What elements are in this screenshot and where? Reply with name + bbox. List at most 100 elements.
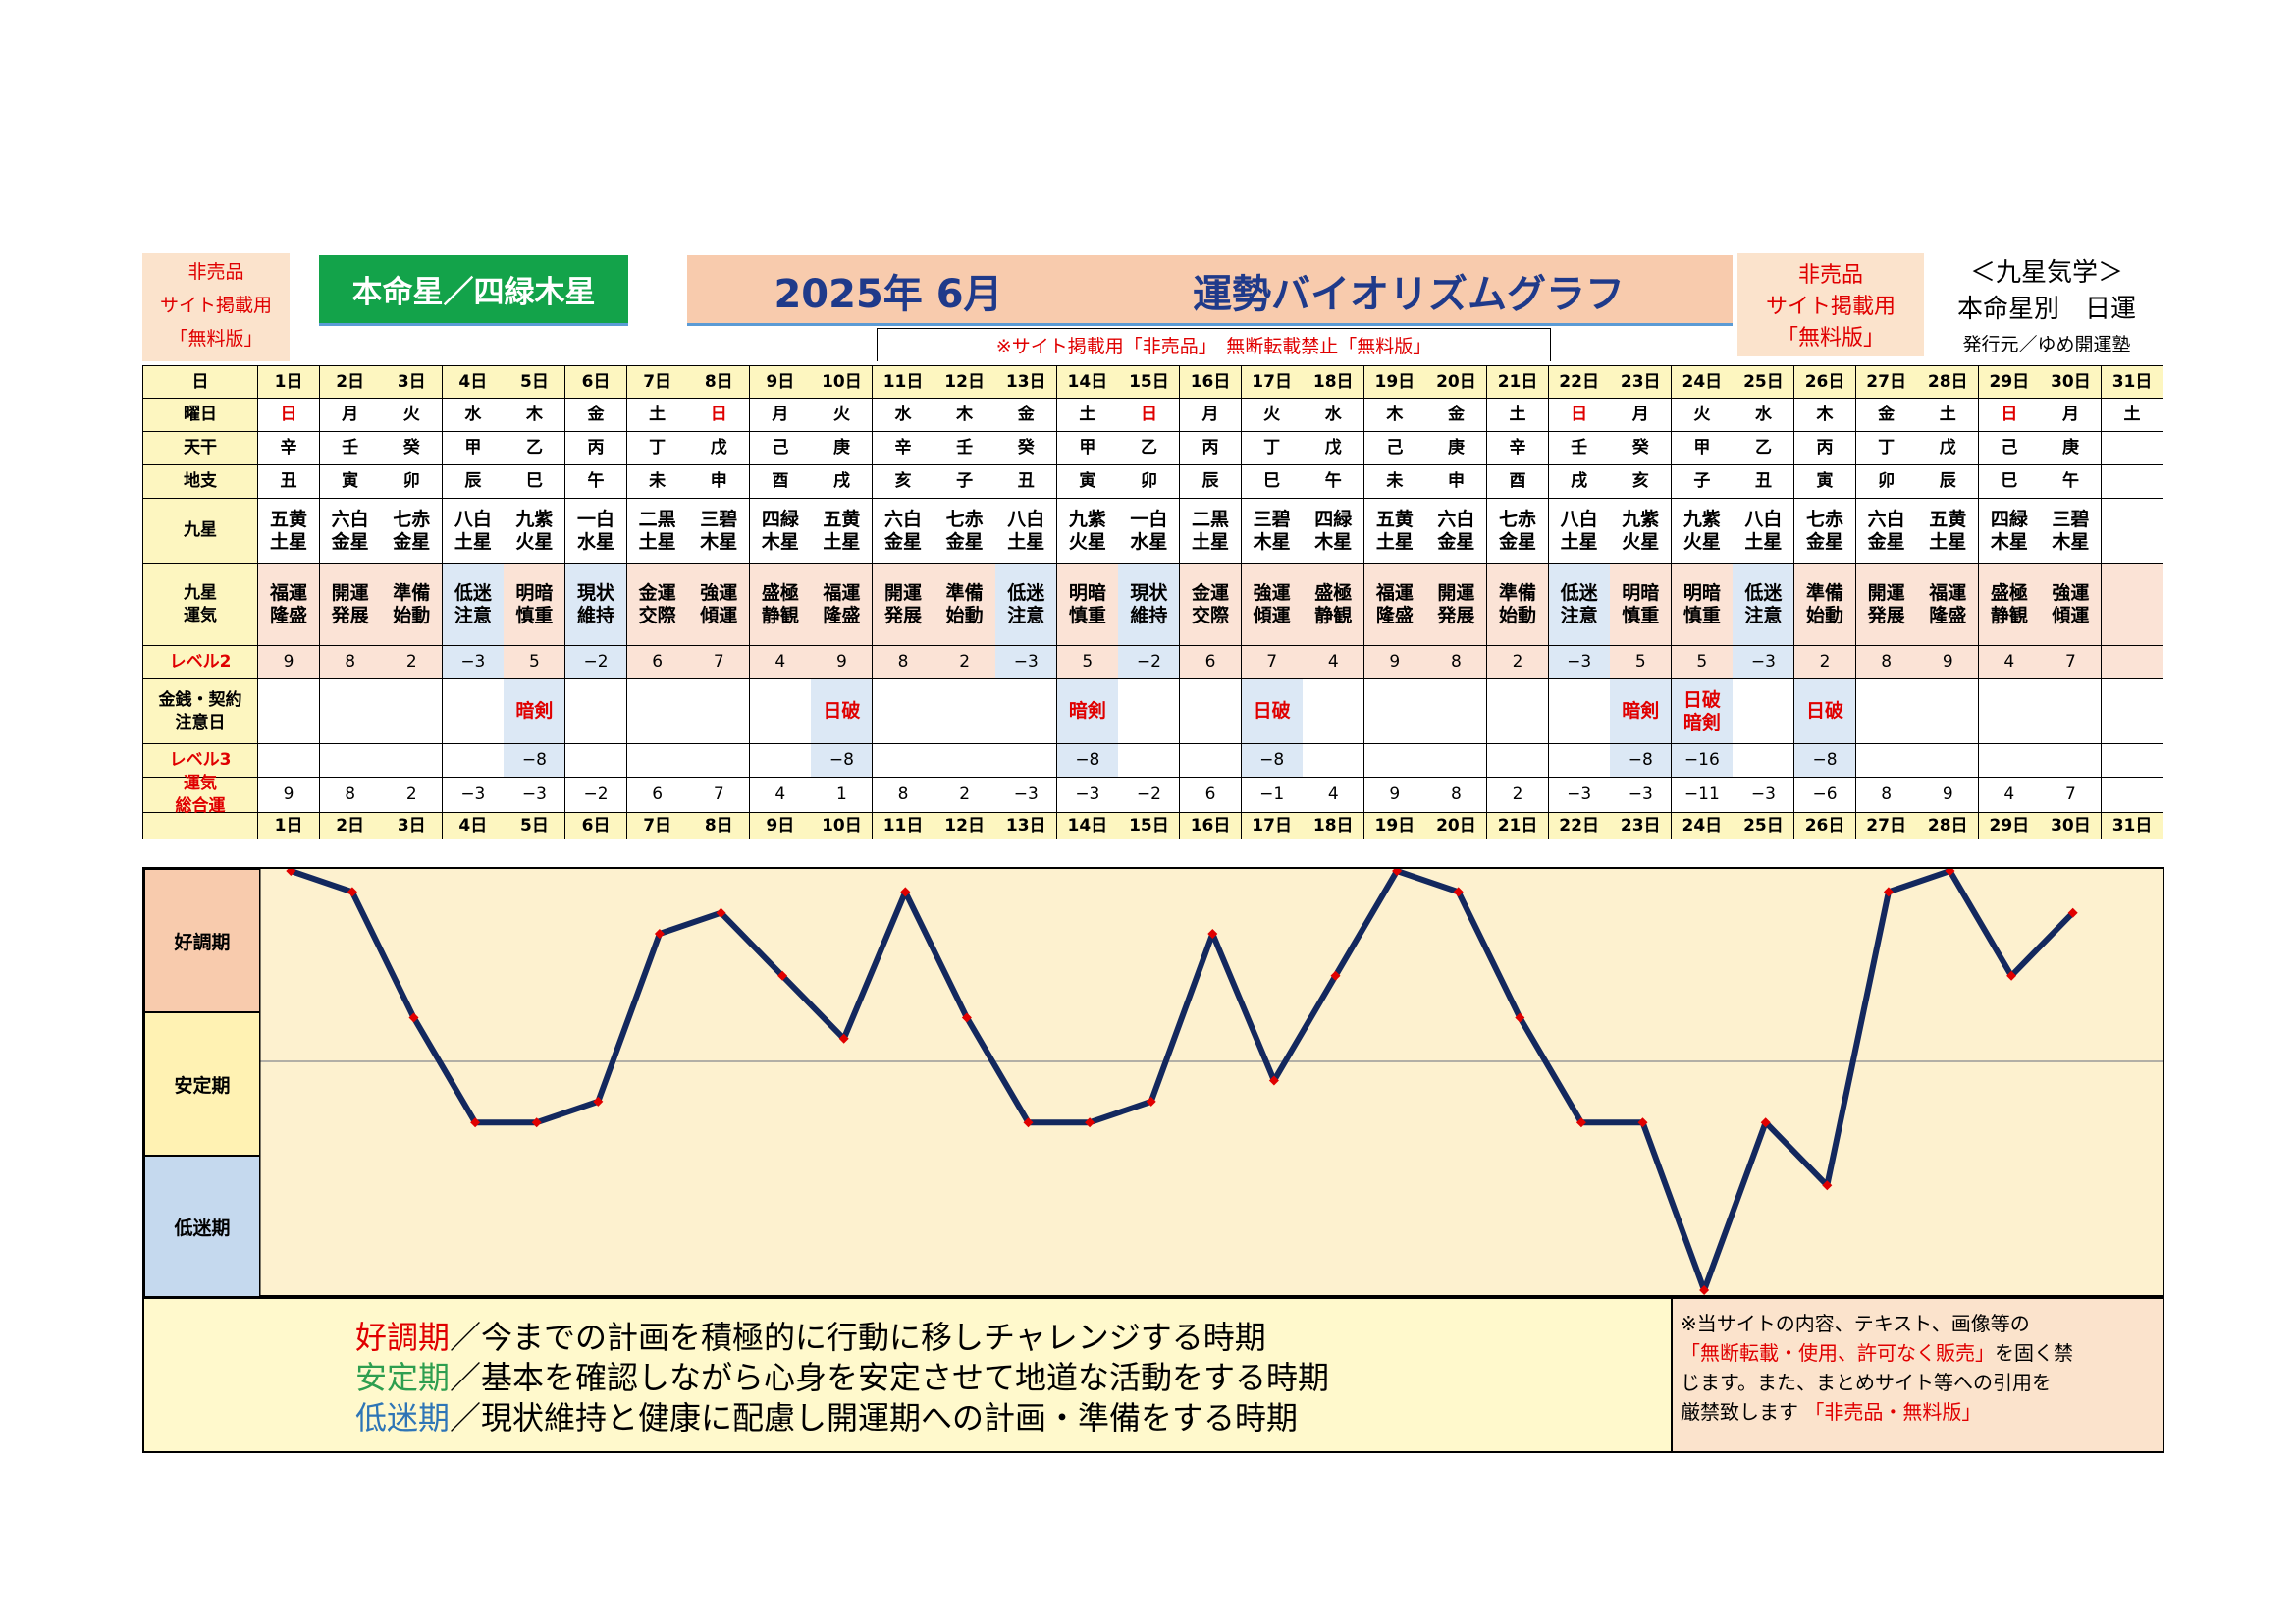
data-point-10日 xyxy=(838,1033,849,1044)
cell-level2-18: 4 xyxy=(1303,646,1365,679)
cell-chishi-7: 未 xyxy=(626,465,689,499)
cell-days-28: 28日 xyxy=(1917,813,1980,839)
cell-tenkan-16: 丙 xyxy=(1180,432,1243,465)
cell-days-19: 19日 xyxy=(1363,365,1426,399)
right-notice-line2: サイト掲載用 xyxy=(1765,295,1896,319)
cell-total-display-6: −2 xyxy=(565,778,628,813)
cell-tenkan-23: 癸 xyxy=(1610,432,1673,465)
cell-chishi-3: 卯 xyxy=(381,465,444,499)
cell-chishi-14: 寅 xyxy=(1056,465,1119,499)
cell-total-display-4: −3 xyxy=(442,778,505,813)
cell-kyusei-17: 三碧 木星 xyxy=(1241,499,1304,564)
data-point-23日 xyxy=(1637,1117,1648,1128)
cell-kyusei-11: 六白 金星 xyxy=(873,499,935,564)
cell-tenkan-7: 丁 xyxy=(626,432,689,465)
cell-tenkan-4: 甲 xyxy=(442,432,505,465)
cell-chishi-1: 丑 xyxy=(258,465,321,499)
disclaimer-line4-black: 厳禁致します xyxy=(1681,1400,1798,1424)
data-point-25日 xyxy=(1760,1117,1771,1128)
cell-kyusei-29: 四緑 木星 xyxy=(1978,499,2041,564)
cell-weekdays-18: 水 xyxy=(1303,399,1365,432)
cell-total-display-14: −3 xyxy=(1056,778,1119,813)
row-label-tenkan: 天干 xyxy=(142,432,258,465)
cell-level3-22 xyxy=(1548,744,1611,778)
cell-total-display-31 xyxy=(2102,778,2164,813)
right-notice-line1: 非売品 xyxy=(1797,263,1863,288)
cell-level3-4 xyxy=(442,744,505,778)
cell-tenkan-6: 丙 xyxy=(565,432,628,465)
cell-kyusei-unki-22: 低迷 注意 xyxy=(1548,564,1611,646)
cell-money-caution-8 xyxy=(688,679,751,744)
cell-weekdays-30: 月 xyxy=(2040,399,2103,432)
cell-kyusei-18: 四緑 木星 xyxy=(1303,499,1365,564)
cell-days-27: 27日 xyxy=(1855,813,1918,839)
cell-tenkan-24: 甲 xyxy=(1671,432,1734,465)
cell-chishi-28: 辰 xyxy=(1917,465,1980,499)
cell-weekdays-17: 火 xyxy=(1241,399,1304,432)
cell-kyusei-unki-21: 準備 始動 xyxy=(1487,564,1550,646)
cell-level3-13 xyxy=(995,744,1058,778)
cell-kyusei-unki-7: 金運 交際 xyxy=(626,564,689,646)
cell-kyusei-unki-4: 低迷 注意 xyxy=(442,564,505,646)
cell-days-26: 26日 xyxy=(1794,365,1857,399)
cell-total-display-7: 6 xyxy=(626,778,689,813)
row-label-money_caution: 金銭・契約 注意日 xyxy=(142,679,258,744)
data-point-27日 xyxy=(1883,887,1894,897)
cell-kyusei-6: 一白 水星 xyxy=(565,499,628,564)
legend-low-text: ／現状維持と健康に配慮し開運期への計画・準備をする時期 xyxy=(450,1399,1299,1436)
cell-level3-1 xyxy=(258,744,321,778)
cell-money-caution-23: 暗剣 xyxy=(1610,679,1673,744)
cell-money-caution-27 xyxy=(1855,679,1918,744)
data-point-11日 xyxy=(900,887,911,897)
cell-total-display-16: 6 xyxy=(1180,778,1243,813)
cell-level2-15: −2 xyxy=(1118,646,1181,679)
cell-level2-4: −3 xyxy=(442,646,505,679)
cell-days-2: 2日 xyxy=(319,813,382,839)
graph-area: 好調期 安定期 低迷期 xyxy=(142,867,2164,1297)
cell-kyusei-2: 六白 金星 xyxy=(319,499,382,564)
cell-money-caution-6 xyxy=(565,679,628,744)
cell-level2-1: 9 xyxy=(258,646,321,679)
cell-kyusei-8: 三碧 木星 xyxy=(688,499,751,564)
data-point-1日 xyxy=(286,869,296,876)
cell-kyusei-7: 二黒 土星 xyxy=(626,499,689,564)
cell-money-caution-18 xyxy=(1303,679,1365,744)
cell-kyusei-27: 六白 金星 xyxy=(1855,499,1918,564)
right-notice-line3: 「無料版」 xyxy=(1776,326,1885,351)
cell-days-23: 23日 xyxy=(1610,365,1673,399)
cell-kyusei-28: 五黄 土星 xyxy=(1917,499,1980,564)
cell-tenkan-28: 戊 xyxy=(1917,432,1980,465)
disclaimer: ※当サイトの内容、テキスト、画像等の 「無断転載・使用、許可なく販売」を固く禁 … xyxy=(1671,1299,2163,1451)
cell-level3-28 xyxy=(1917,744,1980,778)
right-title-2: 本命星別 日運 xyxy=(1956,294,2136,324)
cell-days-13: 13日 xyxy=(995,365,1058,399)
row-label-level2: レベル2 xyxy=(142,646,258,679)
data-point-9日 xyxy=(777,970,788,981)
cell-total-display-15: −2 xyxy=(1118,778,1181,813)
legend-good-text: ／今までの計画を積極的に行動に移しチャレンジする時期 xyxy=(450,1319,1266,1356)
cell-total-display-13: −3 xyxy=(995,778,1058,813)
cell-days-5: 5日 xyxy=(504,813,566,839)
cell-days-17: 17日 xyxy=(1241,813,1304,839)
cell-level2-5: 5 xyxy=(504,646,566,679)
cell-tenkan-11: 辛 xyxy=(873,432,935,465)
cell-total-display-18: 4 xyxy=(1303,778,1365,813)
row-label-total: 運気 総合運 xyxy=(142,774,258,816)
cell-kyusei-22: 八白 土星 xyxy=(1548,499,1611,564)
cell-days-30: 30日 xyxy=(2040,813,2103,839)
cell-days-28: 28日 xyxy=(1917,365,1980,399)
cell-kyusei-10: 五黄 土星 xyxy=(811,499,874,564)
cell-days-7: 7日 xyxy=(626,365,689,399)
data-point-4日 xyxy=(470,1117,481,1128)
right-title-1: ＜九星気学＞ xyxy=(1969,257,2123,288)
cell-days-15: 15日 xyxy=(1118,365,1181,399)
cell-level2-30: 7 xyxy=(2040,646,2103,679)
cell-kyusei-unki-31 xyxy=(2102,564,2164,646)
cell-tenkan-15: 乙 xyxy=(1118,432,1181,465)
cell-level3-7 xyxy=(626,744,689,778)
cell-tenkan-31 xyxy=(2102,432,2164,465)
cell-days-1: 1日 xyxy=(258,813,321,839)
cell-level2-28: 9 xyxy=(1917,646,1980,679)
cell-money-caution-31 xyxy=(2102,679,2164,744)
cell-money-caution-25 xyxy=(1733,679,1795,744)
